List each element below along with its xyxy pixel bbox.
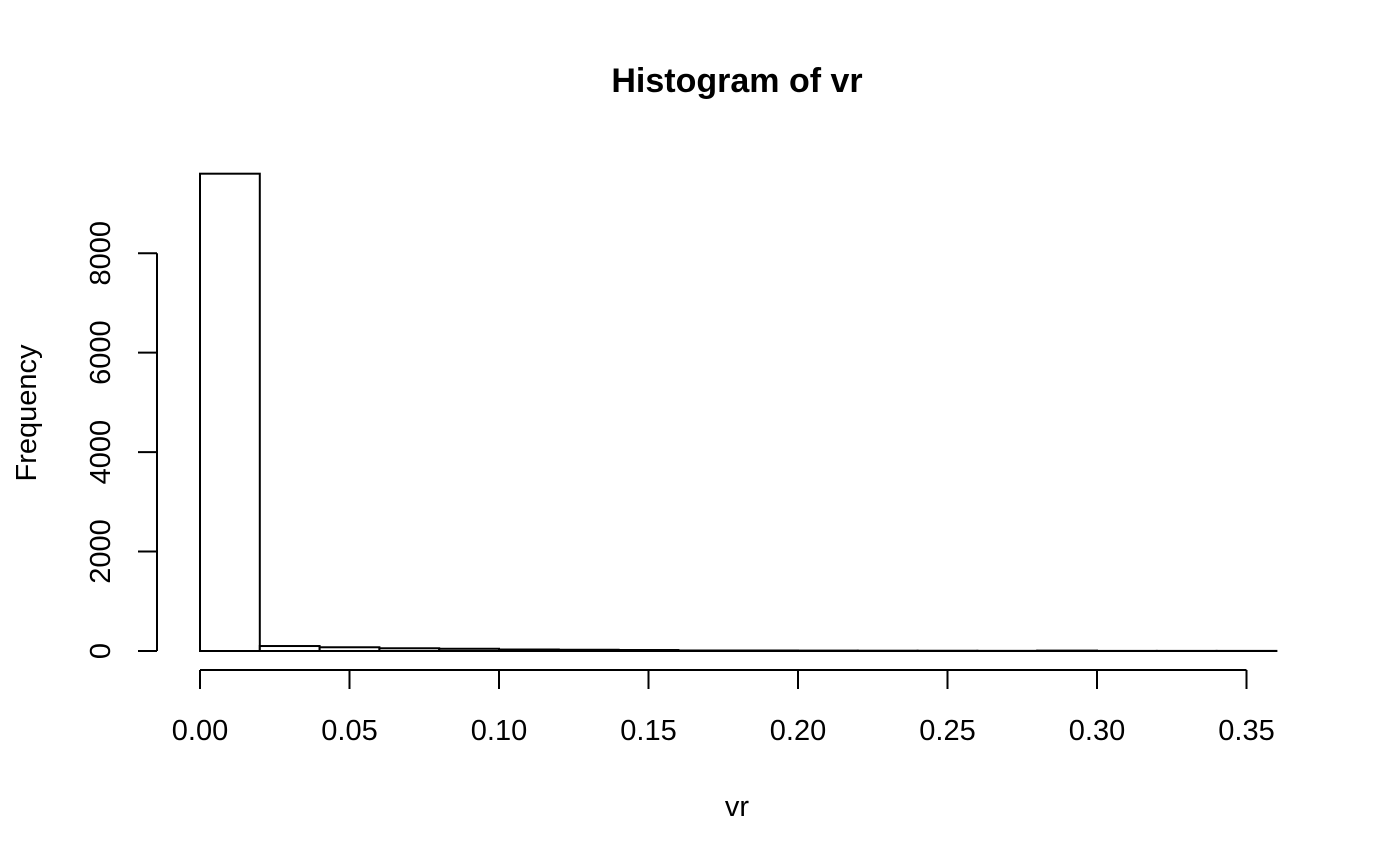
y-tick-label: 6000 bbox=[85, 320, 117, 385]
y-axis: 0 2000 4000 6000 8000 bbox=[85, 221, 158, 659]
histogram-bar-2 bbox=[318, 646, 381, 653]
y-tick-label: 0 bbox=[85, 643, 117, 659]
histogram-bar-8 bbox=[677, 649, 740, 652]
histogram-bar-7 bbox=[617, 649, 680, 653]
x-tick-label: 0.00 bbox=[172, 715, 228, 747]
x-axis-label: vr bbox=[725, 791, 750, 823]
histogram-bar-3 bbox=[378, 647, 441, 653]
y-tick-label: 8000 bbox=[85, 221, 117, 286]
x-tick-label: 0.20 bbox=[770, 715, 826, 747]
x-tick-label: 0.35 bbox=[1218, 715, 1274, 747]
histogram-bars bbox=[199, 172, 1278, 653]
x-tick-label: 0.25 bbox=[919, 715, 975, 747]
x-tick-label: 0.30 bbox=[1069, 715, 1125, 747]
x-tick-label: 0.10 bbox=[471, 715, 527, 747]
y-tick-label: 4000 bbox=[85, 420, 117, 485]
histogram-bar-6 bbox=[557, 648, 620, 653]
x-axis: 0.00 0.05 0.10 0.15 0.20 0.25 0.30 0.35 bbox=[172, 669, 1275, 747]
y-tick-label: 2000 bbox=[85, 519, 117, 584]
histogram-bar-5 bbox=[498, 648, 560, 653]
x-tick-label: 0.05 bbox=[321, 715, 377, 747]
y-axis-label: Frequency bbox=[11, 344, 43, 482]
histogram-bar-9 bbox=[737, 649, 800, 652]
histogram-bar-4 bbox=[438, 647, 501, 653]
histogram-bar-0 bbox=[199, 172, 261, 652]
histogram-bar-1 bbox=[258, 645, 321, 653]
x-tick-label: 0.15 bbox=[620, 715, 676, 747]
chart-title: Histogram of vr bbox=[611, 62, 862, 100]
